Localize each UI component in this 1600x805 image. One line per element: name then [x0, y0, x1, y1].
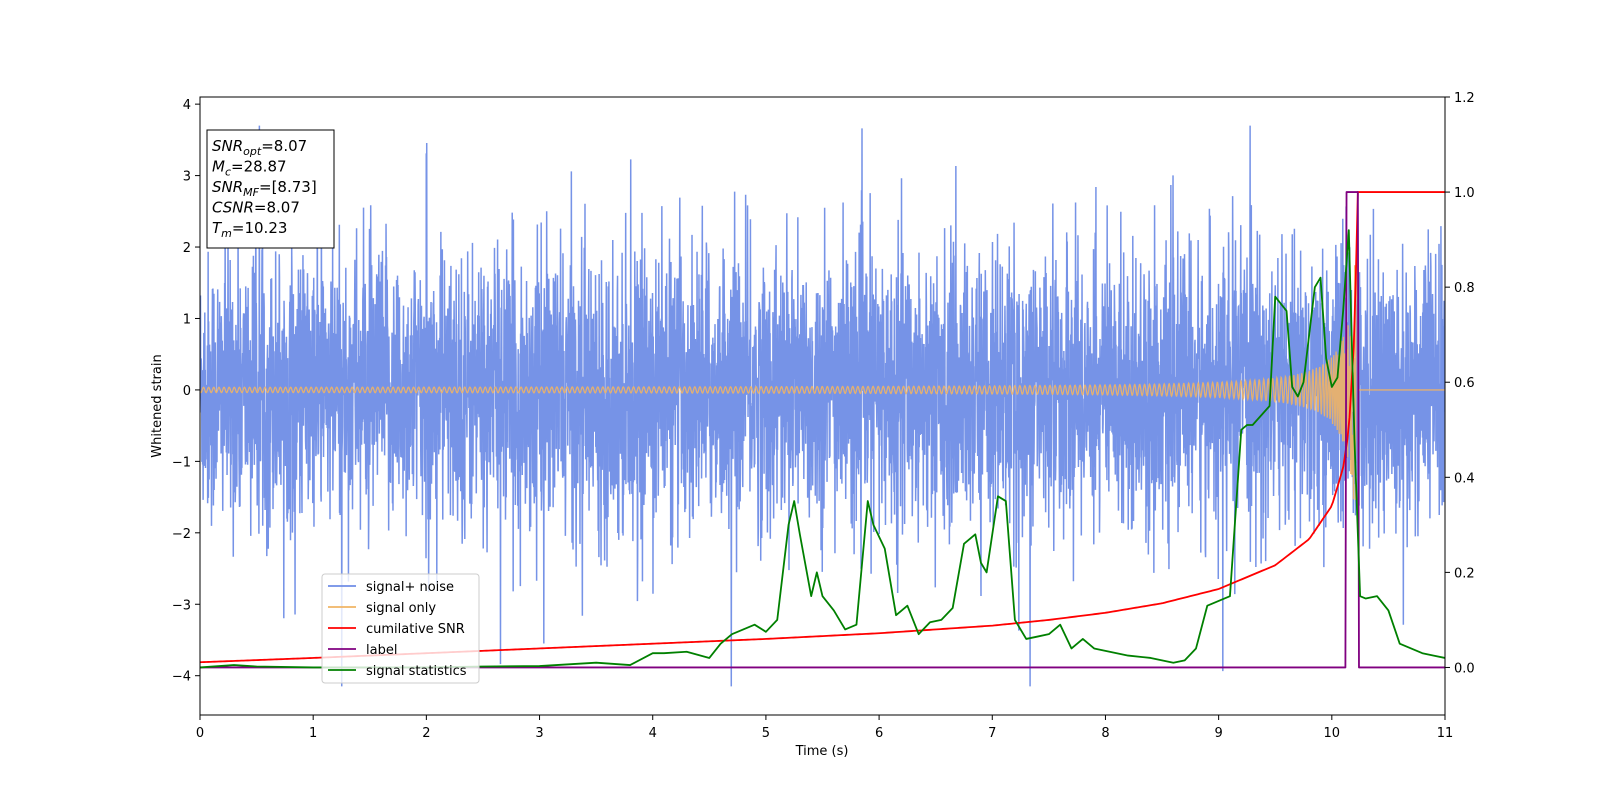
- series-signal-noise-line: [200, 125, 1445, 687]
- x-tick-label: 2: [422, 726, 430, 741]
- y-right-tick-label: 0.8: [1454, 281, 1475, 296]
- y-left-tick-label: −2: [172, 527, 191, 542]
- x-tick-label: 10: [1324, 726, 1341, 741]
- y-left-tick-label: 0: [183, 384, 191, 399]
- info-line: SNRopt=8.07: [212, 137, 307, 158]
- info-line: Tm=10.23: [212, 219, 287, 240]
- legend-frame: [321, 573, 480, 684]
- series-label-line: [200, 191, 1445, 669]
- plot-frame: [199, 96, 1446, 716]
- y-left-tick-label: −3: [172, 598, 191, 613]
- y-left-tick-label: −1: [172, 455, 191, 470]
- y-left-tick-label: 2: [183, 241, 191, 256]
- ticks-layer: 0 1 2 3 4 5 6 7 8 9 10 11 −4 −3 −2 −1 0 1 2 3 4 0.0 0.2 0.4 0.6 0…: [172, 91, 1475, 741]
- legend-label: signal only: [366, 601, 436, 616]
- info-line: Mc=28.87: [212, 158, 287, 179]
- legend-label: signal+ noise: [366, 580, 454, 595]
- y-right-tick-label: 1.0: [1454, 186, 1475, 201]
- info-box: SNRopt=8.07Mc=28.87SNRMF=[8.73]CSNR=8.07…: [206, 129, 335, 249]
- y-right-tick-label: 1.2: [1454, 91, 1475, 106]
- legend-label: label: [366, 643, 397, 658]
- x-tick-label: 9: [1214, 726, 1222, 741]
- y-axis-label: Whitened strain: [150, 354, 165, 457]
- y-left-tick-label: 3: [183, 170, 191, 185]
- x-tick-label: 6: [875, 726, 883, 741]
- series-signal-only-line: [200, 229, 1445, 501]
- y-right-tick-label: 0.2: [1454, 566, 1475, 581]
- y-right-tick-label: 0.6: [1454, 376, 1475, 391]
- info-line: CSNR=8.07: [212, 199, 300, 217]
- x-tick-label: 11: [1437, 726, 1454, 741]
- y-right-tick-label: 0.4: [1454, 471, 1475, 486]
- y-left-tick-label: −4: [172, 670, 191, 685]
- x-tick-label: 8: [1101, 726, 1109, 741]
- x-tick-label: 7: [988, 726, 996, 741]
- y-left-tick-label: 4: [183, 98, 191, 113]
- legend-label: signal statistics: [366, 664, 467, 679]
- x-axis-label: Time (s): [795, 744, 849, 759]
- y-right-tick-label: 0.0: [1454, 661, 1475, 676]
- x-tick-label: 3: [535, 726, 543, 741]
- legend-label: cumilative SNR: [366, 622, 465, 637]
- x-tick-label: 4: [649, 726, 657, 741]
- x-tick-label: 5: [762, 726, 770, 741]
- y-left-tick-label: 1: [183, 312, 191, 327]
- series-signal-statistics-line: [200, 229, 1445, 669]
- x-tick-label: 1: [309, 726, 317, 741]
- info-line: SNRMF=[8.73]: [212, 178, 317, 199]
- x-tick-label: 0: [196, 726, 204, 741]
- legend: signal+ noise signal only cumilative SNR la…: [321, 573, 480, 684]
- info-box-frame: [206, 129, 335, 249]
